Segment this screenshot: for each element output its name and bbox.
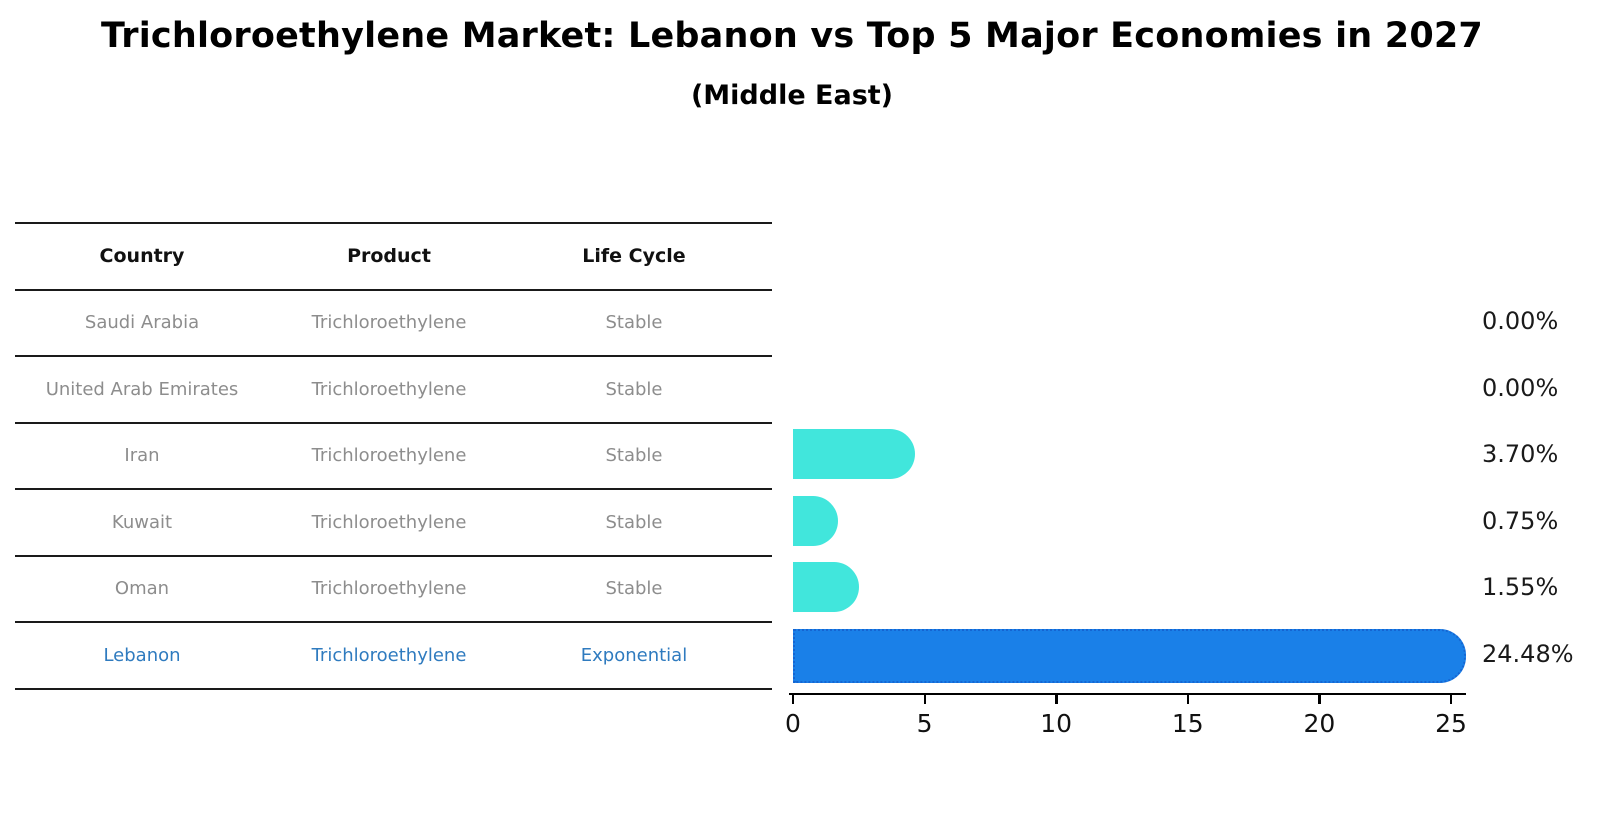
table-row-saudi-arabia: Saudi Arabia Trichloroethylene Stable — [15, 288, 772, 356]
page-subtitle: (Middle East) — [690, 80, 894, 111]
x-axis-tick-label-10: 10 — [1040, 709, 1073, 738]
table-row-iran: Iran Trichloroethylene Stable — [15, 421, 772, 489]
column-header-product: Product — [347, 245, 431, 268]
x-axis-tick-0 — [792, 695, 795, 704]
product-cell: Trichloroethylene — [311, 312, 467, 334]
table-row-kuwait: Kuwait Trichloroethylene Stable — [15, 488, 772, 555]
x-axis-line — [789, 693, 1466, 696]
x-axis-tick-25 — [1450, 695, 1453, 704]
column-header-country: Country — [99, 245, 185, 268]
table-header-row: Country Product Life Cycle — [15, 222, 772, 289]
bar-oman — [793, 562, 859, 613]
x-axis-tick-label-15: 15 — [1171, 709, 1204, 738]
country-cell: Oman — [114, 578, 170, 600]
life-cycle-cell: Stable — [605, 312, 663, 334]
x-axis-tick-10 — [1055, 695, 1058, 704]
x-axis-tick-label-25: 25 — [1435, 709, 1467, 738]
x-axis-tick-label-0: 0 — [785, 709, 801, 738]
summary-table: Country Product Life Cycle Saudi Arabia … — [15, 222, 772, 690]
product-cell: Trichloroethylene — [311, 378, 467, 400]
value-label-iran: 3.70% — [1482, 440, 1559, 469]
x-axis-tick-label-5: 5 — [916, 709, 933, 738]
value-label-lebanon: 24.48% — [1482, 639, 1574, 668]
value-label-united-arab-emirates: 0.00% — [1482, 373, 1559, 402]
bar-chart: 0.00% 0.00% 3.70% 0.75% 1.55% 24.48% 0 5… — [785, 222, 1573, 782]
table-row-united-arab-emirates: United Arab Emirates Trichloroethylene S… — [15, 355, 772, 422]
x-axis-tick-5 — [923, 695, 926, 704]
life-cycle-cell: Stable — [605, 578, 663, 600]
life-cycle-cell: Stable — [605, 511, 663, 533]
x-axis-tick-label-20: 20 — [1303, 709, 1336, 738]
bar-kuwait — [793, 495, 838, 546]
country-cell: Saudi Arabia — [84, 312, 200, 334]
value-label-oman: 1.55% — [1482, 573, 1559, 602]
product-cell: Trichloroethylene — [311, 578, 467, 600]
bar-lebanon — [793, 628, 1467, 683]
table-row-oman: Oman Trichloroethylene Stable — [15, 554, 772, 622]
product-cell: Trichloroethylene — [311, 445, 467, 467]
product-cell: Trichloroethylene — [311, 511, 467, 533]
product-cell: Trichloroethylene — [311, 644, 467, 666]
x-axis-tick-15 — [1186, 695, 1190, 704]
life-cycle-cell: Stable — [605, 445, 663, 467]
page-title: Trichloroethylene Market: Lebanon vs Top… — [101, 16, 1483, 56]
country-cell: Lebanon — [103, 644, 181, 666]
x-axis-tick-20 — [1318, 695, 1321, 704]
country-cell: Kuwait — [111, 511, 173, 533]
table-row-lebanon: Lebanon Trichloroethylene Exponential — [15, 621, 772, 688]
life-cycle-cell: Exponential — [580, 644, 688, 666]
life-cycle-cell: Stable — [605, 378, 663, 400]
value-label-saudi-arabia: 0.00% — [1482, 307, 1559, 336]
bar-iran — [793, 429, 916, 480]
value-label-kuwait: 0.75% — [1482, 506, 1559, 535]
country-cell: Iran — [124, 445, 160, 467]
country-cell: United Arab Emirates — [45, 378, 239, 400]
column-header-lifecycle: Life Cycle — [582, 245, 686, 268]
